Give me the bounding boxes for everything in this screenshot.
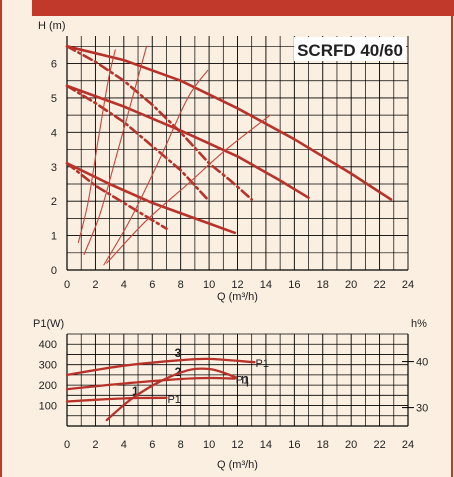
x-tick-label: 18 (317, 279, 329, 291)
dashed-pump-curve-4 (65, 45, 253, 201)
x-tick-label: 2 (92, 439, 98, 451)
x-tick-label: 24 (402, 279, 414, 291)
x-tick-label: 4 (121, 279, 127, 291)
y2-tick-label: 30 (416, 403, 428, 415)
y-tick-label: 100 (39, 401, 57, 413)
efficiency-curve (105, 367, 238, 422)
p1-end-label: P1 (236, 375, 249, 387)
curve-number-label: 3 (175, 346, 182, 360)
x-axis-label: Q (m³/h) (217, 459, 258, 471)
x-tick-label: 14 (260, 279, 272, 291)
x-tick-label: 18 (317, 439, 329, 451)
y-tick-label: 0 (51, 265, 57, 277)
x-tick-label: 4 (121, 439, 127, 451)
dashed-pump-curve-5 (65, 84, 209, 201)
power-curve-1 (65, 396, 168, 403)
y2-tick-label: 40 (416, 357, 428, 369)
system-curve-9 (103, 69, 209, 266)
x-tick-label: 6 (149, 439, 155, 451)
power-efficiency-chart: 0 2 4 6 8 10 12 14 16 18 20 22 241002003004003040P1(… (33, 318, 428, 471)
p1-end-label: P1 (167, 394, 180, 406)
x-tick-label: 10 (203, 279, 215, 291)
x-tick-label: 12 (231, 279, 243, 291)
system-curve-10 (106, 114, 271, 264)
p1-end-label: P1 (256, 358, 269, 370)
x-tick-label: 12 (231, 439, 243, 451)
x-tick-label: 10 (203, 439, 215, 451)
x-tick-label: 14 (260, 439, 272, 451)
x-tick-label: 0 (64, 439, 70, 451)
x-tick-label: 16 (288, 439, 300, 451)
x-tick-label: 24 (402, 439, 414, 451)
x-tick-label: 6 (149, 279, 155, 291)
x-tick-label: 8 (178, 439, 184, 451)
curve-number-label: 2 (175, 365, 182, 379)
system-curve-7 (77, 49, 116, 244)
efficiency-label: η (241, 371, 249, 387)
x-axis-label: Q (m³/h) (217, 291, 258, 303)
pump-curve-2 (65, 84, 310, 199)
x-tick-label: 22 (373, 279, 385, 291)
chart-title: SCRFD 40/60 (297, 41, 403, 60)
x-tick-label: 22 (373, 439, 385, 451)
y-tick-label: 200 (39, 380, 57, 392)
y-tick-label: 3 (51, 162, 57, 174)
curve-number-label: 1 (132, 384, 139, 398)
x-tick-label: 0 (64, 279, 70, 291)
y-tick-label: 4 (51, 127, 57, 139)
x-tick-label: 20 (345, 279, 357, 291)
x-tick-label: 20 (345, 439, 357, 451)
system-curve-8 (83, 45, 148, 256)
y-axis-label: H (m) (38, 20, 66, 32)
y-tick-label: 6 (51, 59, 57, 71)
x-tick-label: 2 (92, 279, 98, 291)
x-tick-label: 8 (178, 279, 184, 291)
dashed-pump-curve-6 (65, 162, 168, 230)
y-tick-label: 300 (39, 360, 57, 372)
x-tick-label: 16 (288, 279, 300, 291)
header-bar (32, 0, 454, 16)
pump-curve-1 (65, 45, 393, 201)
y-tick-label: 5 (51, 93, 57, 105)
pump-curve-3 (65, 162, 236, 235)
y2-axis-label: h% (411, 318, 427, 330)
y-axis-label: P1(W) (33, 318, 64, 330)
y-tick-label: 1 (51, 231, 57, 243)
title-background (294, 37, 406, 61)
power-curve-2 (65, 376, 236, 391)
power-curve-3 (65, 357, 256, 377)
y-tick-label: 400 (39, 339, 57, 351)
y-tick-label: 2 (51, 196, 57, 208)
